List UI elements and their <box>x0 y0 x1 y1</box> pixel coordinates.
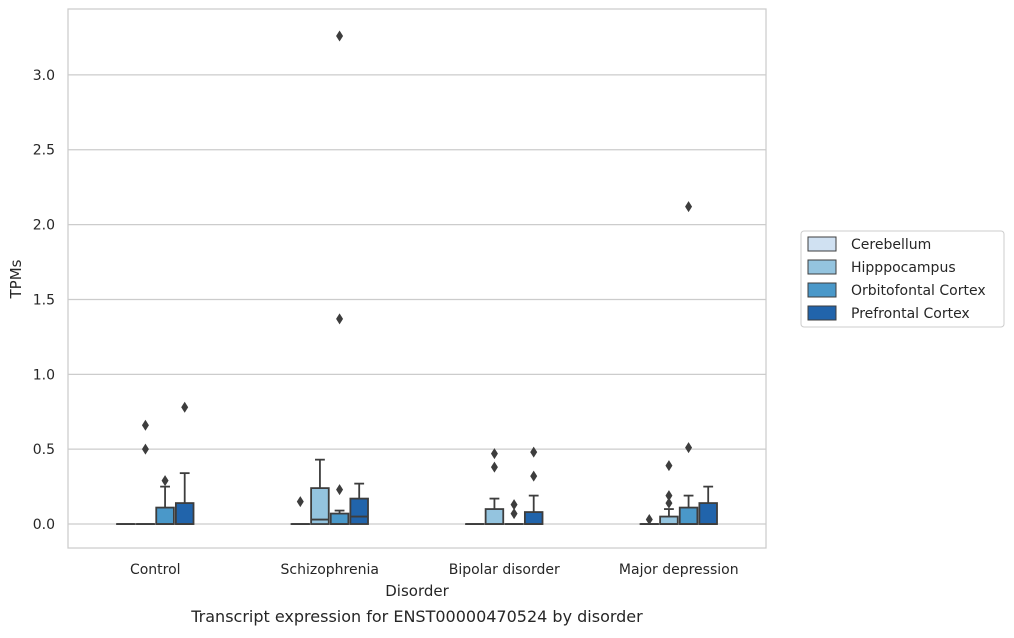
box-1-3 <box>350 484 368 524</box>
box-1-2 <box>331 30 349 524</box>
box-1-1 <box>311 460 329 524</box>
x-axis-ticks: Control Schizophrenia Bipolar disorder Majo… <box>130 562 739 578</box>
outlier-point <box>142 444 149 455</box>
y-tick-label: 1.0 <box>33 367 55 383</box>
box-0-1 <box>137 420 155 524</box>
outlier-point <box>685 201 692 212</box>
y-axis-ticks: 0.0 0.5 1.0 1.5 2.0 2.5 3.0 <box>33 68 55 533</box>
box-body <box>486 509 504 524</box>
y-tick-label: 2.0 <box>33 218 55 234</box>
outlier-point <box>181 402 188 413</box>
legend-swatch <box>808 237 836 251</box>
legend-swatch <box>808 260 836 274</box>
box-body <box>331 514 349 524</box>
outlier-point <box>142 420 149 431</box>
outlier-point <box>511 499 518 510</box>
plot-frame <box>68 9 766 548</box>
y-tick-label: 3.0 <box>33 68 55 84</box>
x-tick-label: Control <box>130 562 181 578</box>
x-axis-label: Disorder <box>385 582 449 600</box>
legend-label: Prefrontal Cortex <box>851 306 970 322</box>
figure-caption: Transcript expression for ENST0000047052… <box>190 607 643 626</box>
box-2-1 <box>486 448 504 524</box>
box-body <box>176 503 194 524</box>
plot-area <box>117 30 717 525</box>
box-0-2 <box>156 475 174 524</box>
legend-swatch <box>808 283 836 297</box>
outlier-point <box>665 490 672 501</box>
box-2-2 <box>505 499 523 524</box>
gridlines <box>68 75 766 524</box>
x-tick-label: Schizophrenia <box>281 562 379 578</box>
y-tick-label: 1.5 <box>33 292 55 308</box>
outlier-point <box>665 460 672 471</box>
y-tick-label: 2.5 <box>33 143 55 159</box>
outlier-point <box>685 442 692 453</box>
outlier-point <box>297 496 304 507</box>
x-tick-label: Bipolar disorder <box>449 562 560 578</box>
box-1-0 <box>291 496 309 524</box>
box-body <box>680 508 698 524</box>
box-3-3 <box>699 487 717 524</box>
legend-swatch <box>808 306 836 320</box>
outlier-point <box>336 484 343 495</box>
outlier-point <box>530 471 537 482</box>
outlier-point <box>336 30 343 41</box>
outlier-point <box>162 475 169 486</box>
box-3-1 <box>660 460 678 524</box>
box-body <box>156 508 174 524</box>
box-0-3 <box>176 402 194 524</box>
x-tick-label: Major depression <box>619 562 739 578</box>
outlier-point <box>530 447 537 458</box>
box-body <box>660 517 678 524</box>
outlier-point <box>336 313 343 324</box>
box-3-2 <box>680 201 698 524</box>
legend-label: Orbitofontal Cortex <box>851 283 986 299</box>
legend-label: Hipppocampus <box>851 260 956 276</box>
y-axis-label: TPMs <box>7 259 25 299</box>
legend-label: Cerebellum <box>851 237 931 253</box>
box-body <box>699 503 717 524</box>
y-tick-label: 0.0 <box>33 517 55 533</box>
outlier-point <box>491 462 498 473</box>
legend: Cerebellum Hipppocampus Orbitofontal Corte… <box>801 231 1004 327</box>
outlier-point <box>491 448 498 459</box>
y-tick-label: 0.5 <box>33 442 55 458</box>
box-body <box>350 499 368 524</box>
box-3-0 <box>640 514 658 525</box>
box-2-3 <box>525 447 543 524</box>
box-body <box>525 512 543 524</box>
